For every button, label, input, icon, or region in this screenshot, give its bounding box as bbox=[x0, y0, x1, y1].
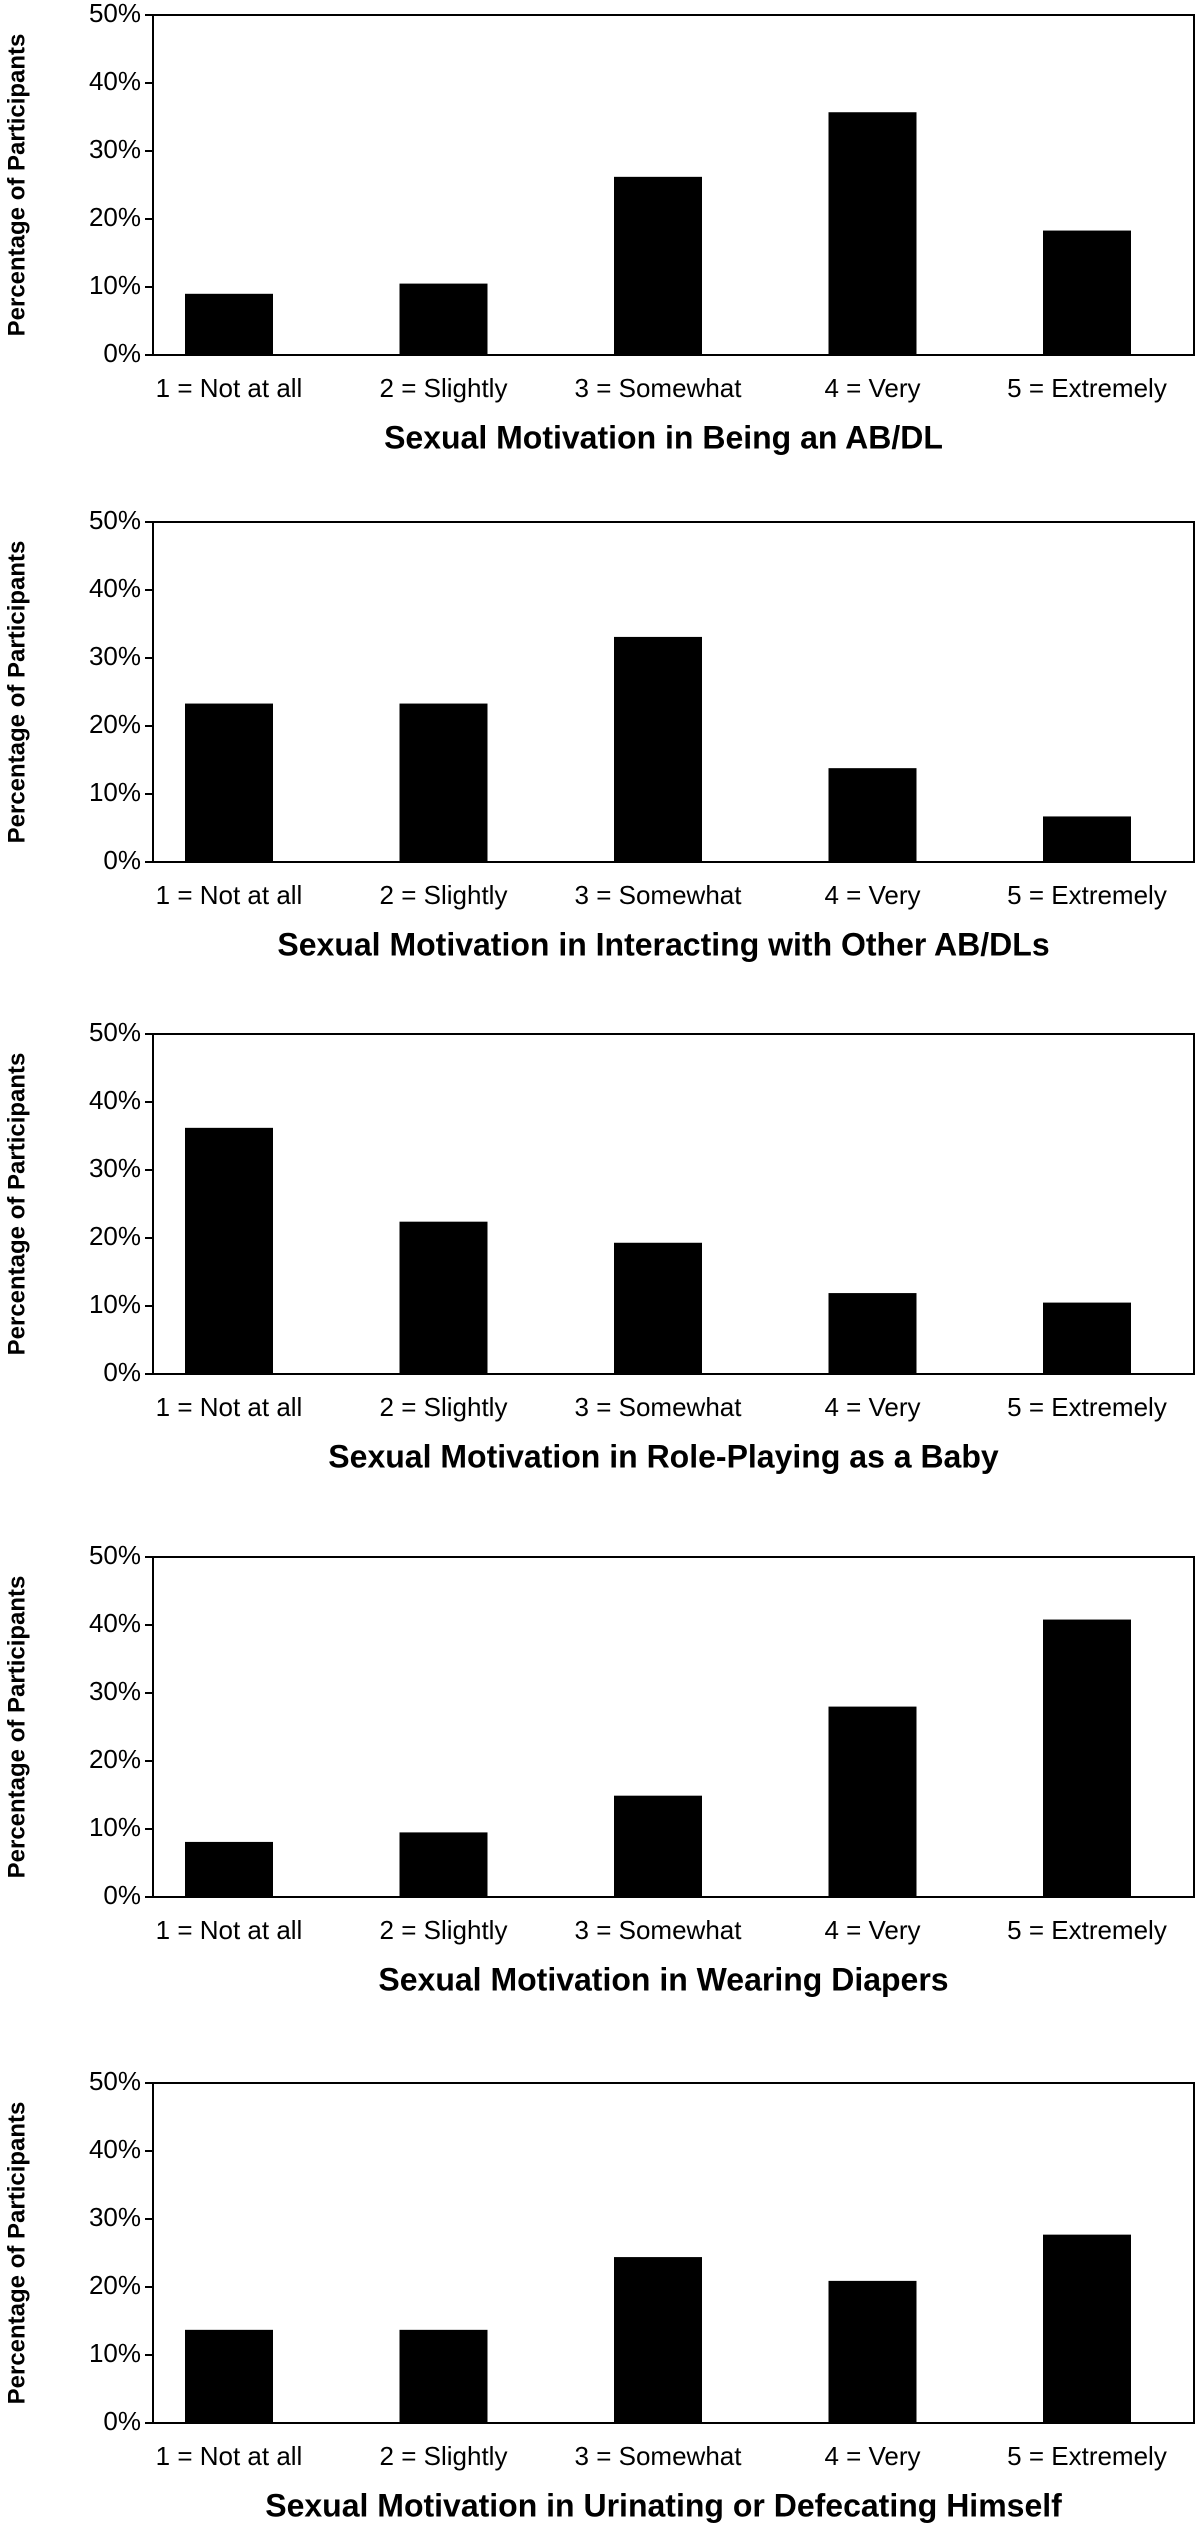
y-tick-label: 30% bbox=[89, 1153, 141, 1183]
bar bbox=[399, 1832, 488, 1897]
bar bbox=[1043, 1619, 1131, 1897]
x-tick-label: 1 = Not at all bbox=[156, 373, 303, 403]
y-tick-label: 40% bbox=[89, 66, 141, 96]
bar bbox=[185, 703, 273, 862]
x-tick-label: 2 = Slightly bbox=[380, 1915, 508, 1945]
bar bbox=[185, 293, 273, 355]
x-tick-label: 4 = Very bbox=[824, 1392, 920, 1422]
y-tick-label: 40% bbox=[89, 573, 141, 603]
y-tick-label: 20% bbox=[89, 1744, 141, 1774]
y-tick-label: 40% bbox=[89, 1608, 141, 1638]
x-axis-label: Sexual Motivation in Being an AB/DL bbox=[384, 419, 943, 455]
y-tick-label: 10% bbox=[89, 270, 141, 300]
x-tick-label: 2 = Slightly bbox=[380, 1392, 508, 1422]
bar bbox=[614, 176, 702, 355]
x-tick-label: 3 = Somewhat bbox=[575, 1915, 743, 1945]
bar bbox=[399, 1221, 488, 1374]
y-tick-label: 40% bbox=[89, 1085, 141, 1115]
x-tick-label: 4 = Very bbox=[824, 2441, 920, 2471]
y-tick-label: 30% bbox=[89, 641, 141, 671]
y-tick-label: 10% bbox=[89, 2338, 141, 2368]
y-tick-label: 20% bbox=[89, 709, 141, 739]
y-tick-label: 20% bbox=[89, 202, 141, 232]
x-tick-label: 2 = Slightly bbox=[380, 880, 508, 910]
y-axis-label: Percentage of Participants bbox=[3, 2102, 30, 2405]
x-tick-label: 3 = Somewhat bbox=[575, 1392, 743, 1422]
x-tick-label: 2 = Slightly bbox=[380, 2441, 508, 2471]
x-tick-label: 1 = Not at all bbox=[156, 880, 303, 910]
y-axis-label: Percentage of Participants bbox=[3, 541, 30, 844]
y-tick-label: 30% bbox=[89, 134, 141, 164]
x-tick-label: 5 = Extremely bbox=[1007, 880, 1167, 910]
y-tick-label: 0% bbox=[103, 1357, 141, 1387]
y-tick-label: 0% bbox=[103, 1880, 141, 1910]
y-axis-label: Percentage of Participants bbox=[3, 1576, 30, 1879]
bar bbox=[185, 1127, 273, 1374]
y-tick-label: 50% bbox=[89, 0, 141, 28]
bar bbox=[614, 636, 702, 862]
bar bbox=[828, 112, 917, 356]
bar bbox=[614, 1795, 702, 1897]
bar bbox=[828, 768, 917, 862]
y-tick-label: 10% bbox=[89, 777, 141, 807]
x-axis-label: Sexual Motivation in Urinating or Defeca… bbox=[265, 2487, 1062, 2523]
bar bbox=[614, 1242, 702, 1374]
x-tick-label: 1 = Not at all bbox=[156, 1392, 303, 1422]
y-tick-label: 30% bbox=[89, 1676, 141, 1706]
x-tick-label: 5 = Extremely bbox=[1007, 373, 1167, 403]
y-tick-label: 50% bbox=[89, 505, 141, 535]
y-tick-label: 20% bbox=[89, 1221, 141, 1251]
bar bbox=[185, 2329, 273, 2423]
bar bbox=[399, 2329, 488, 2423]
y-tick-label: 50% bbox=[89, 1540, 141, 1570]
x-tick-label: 3 = Somewhat bbox=[575, 373, 743, 403]
y-tick-label: 0% bbox=[103, 845, 141, 875]
bar bbox=[399, 283, 488, 355]
bar bbox=[1043, 1302, 1131, 1374]
bar bbox=[828, 1293, 917, 1374]
bar bbox=[1043, 816, 1131, 862]
y-axis-label: Percentage of Participants bbox=[3, 1053, 30, 1356]
x-tick-label: 5 = Extremely bbox=[1007, 1915, 1167, 1945]
x-tick-label: 4 = Very bbox=[824, 373, 920, 403]
x-tick-label: 1 = Not at all bbox=[156, 1915, 303, 1945]
x-tick-label: 5 = Extremely bbox=[1007, 2441, 1167, 2471]
bar bbox=[399, 703, 488, 862]
x-tick-label: 3 = Somewhat bbox=[575, 2441, 743, 2471]
x-tick-label: 4 = Very bbox=[824, 880, 920, 910]
bar bbox=[828, 2280, 917, 2423]
x-tick-label: 1 = Not at all bbox=[156, 2441, 303, 2471]
y-tick-label: 50% bbox=[89, 2066, 141, 2096]
y-tick-label: 0% bbox=[103, 2406, 141, 2436]
bar bbox=[1043, 230, 1131, 355]
bar bbox=[185, 1841, 273, 1897]
y-tick-label: 0% bbox=[103, 338, 141, 368]
x-axis-label: Sexual Motivation in Interacting with Ot… bbox=[277, 926, 1049, 962]
y-tick-label: 20% bbox=[89, 2270, 141, 2300]
x-tick-label: 5 = Extremely bbox=[1007, 1392, 1167, 1422]
x-tick-label: 4 = Very bbox=[824, 1915, 920, 1945]
y-tick-label: 50% bbox=[89, 1017, 141, 1047]
y-tick-label: 10% bbox=[89, 1289, 141, 1319]
x-tick-label: 2 = Slightly bbox=[380, 373, 508, 403]
bar bbox=[1043, 2234, 1131, 2423]
y-tick-label: 40% bbox=[89, 2134, 141, 2164]
x-tick-label: 3 = Somewhat bbox=[575, 880, 743, 910]
x-axis-label: Sexual Motivation in Role-Playing as a B… bbox=[328, 1438, 999, 1474]
x-axis-label: Sexual Motivation in Wearing Diapers bbox=[378, 1961, 948, 1997]
bar bbox=[614, 2257, 702, 2423]
y-axis-label: Percentage of Participants bbox=[3, 34, 30, 337]
y-tick-label: 10% bbox=[89, 1812, 141, 1842]
bar bbox=[828, 1706, 917, 1897]
y-tick-label: 30% bbox=[89, 2202, 141, 2232]
